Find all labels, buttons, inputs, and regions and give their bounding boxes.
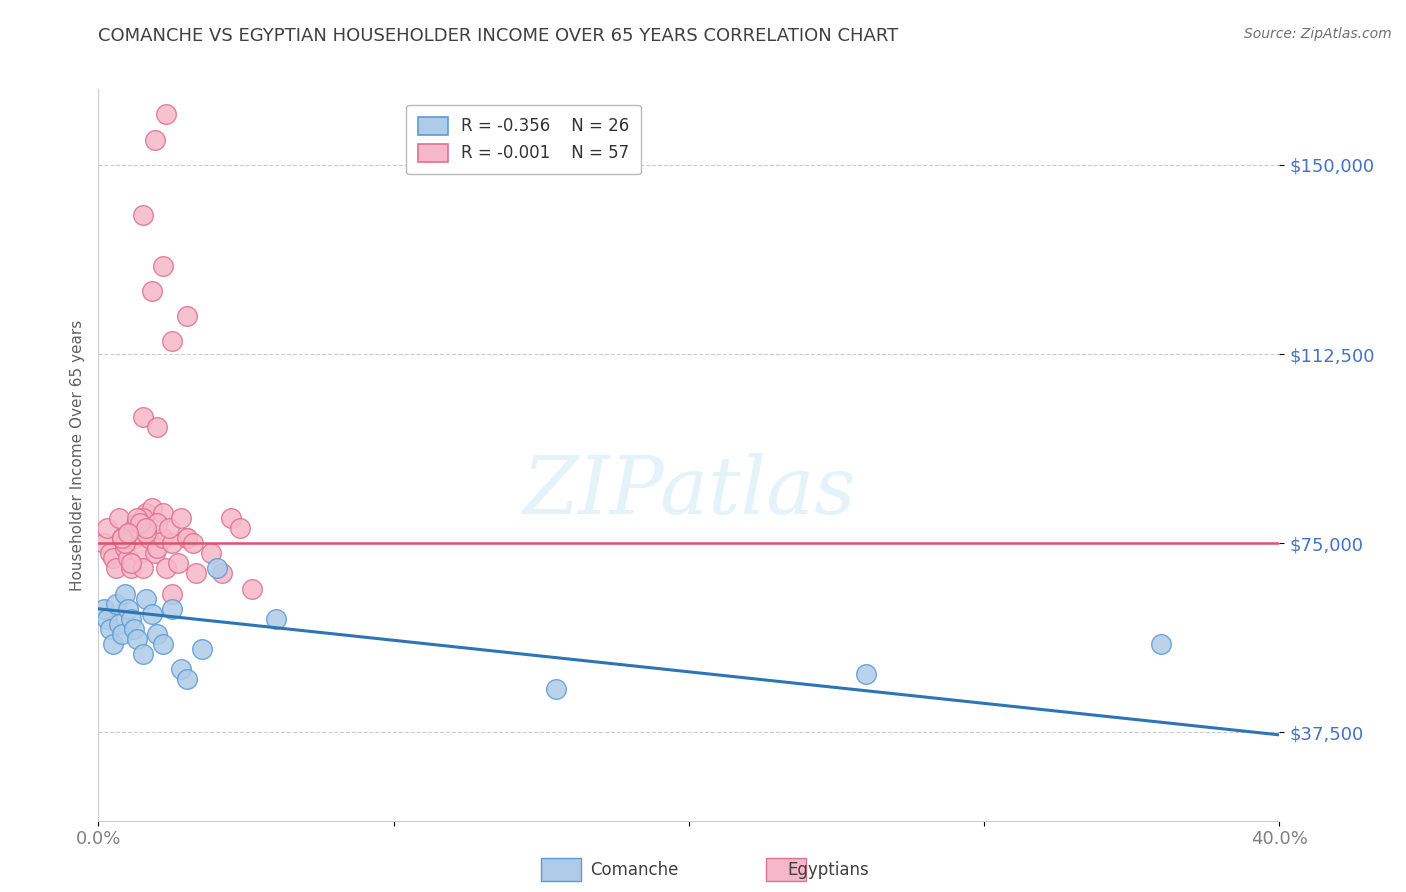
Point xyxy=(146,420,169,434)
Point xyxy=(135,506,157,520)
Point xyxy=(264,612,287,626)
Point xyxy=(114,587,136,601)
Point xyxy=(93,601,115,615)
Point xyxy=(128,516,150,530)
Point xyxy=(105,597,128,611)
Point xyxy=(229,521,252,535)
Point xyxy=(138,531,160,545)
Text: Source: ZipAtlas.com: Source: ZipAtlas.com xyxy=(1244,27,1392,41)
Point xyxy=(240,582,263,596)
Point xyxy=(200,546,222,560)
Point xyxy=(135,526,157,541)
Point xyxy=(128,546,150,560)
Point xyxy=(103,551,125,566)
Point xyxy=(135,521,157,535)
Point xyxy=(157,521,180,535)
Point xyxy=(114,536,136,550)
Point xyxy=(544,682,567,697)
Point xyxy=(167,557,190,571)
Point xyxy=(141,607,163,621)
Point xyxy=(155,561,177,575)
Point xyxy=(135,591,157,606)
Point xyxy=(170,511,193,525)
Text: ZIPatlas: ZIPatlas xyxy=(522,453,856,530)
Point xyxy=(176,531,198,545)
Point xyxy=(141,284,163,298)
Point xyxy=(108,616,131,631)
Point xyxy=(132,208,155,222)
Point xyxy=(111,627,134,641)
Point xyxy=(219,511,242,525)
Point xyxy=(162,601,183,615)
Point xyxy=(108,511,131,525)
Point xyxy=(117,526,139,541)
Point xyxy=(170,662,193,676)
Point xyxy=(146,516,169,530)
Point xyxy=(111,531,134,545)
Point xyxy=(98,546,121,560)
Point xyxy=(96,521,118,535)
Point xyxy=(146,627,169,641)
Point xyxy=(855,667,877,681)
Point xyxy=(162,587,183,601)
Point xyxy=(181,536,204,550)
Point xyxy=(122,531,145,545)
Text: Egyptians: Egyptians xyxy=(787,861,869,879)
Point xyxy=(191,642,214,657)
Point xyxy=(120,561,142,575)
Point xyxy=(176,309,198,323)
Point xyxy=(146,541,169,556)
Point xyxy=(120,557,142,571)
Point xyxy=(125,511,148,525)
Point xyxy=(1150,637,1173,651)
Point xyxy=(205,561,228,575)
Text: COMANCHE VS EGYPTIAN HOUSEHOLDER INCOME OVER 65 YEARS CORRELATION CHART: COMANCHE VS EGYPTIAN HOUSEHOLDER INCOME … xyxy=(98,27,898,45)
Legend: R = -0.356    N = 26, R = -0.001    N = 57: R = -0.356 N = 26, R = -0.001 N = 57 xyxy=(406,105,641,174)
Point xyxy=(93,536,115,550)
Point xyxy=(96,612,118,626)
Point xyxy=(143,546,166,560)
Point xyxy=(152,506,174,520)
Point xyxy=(162,334,183,349)
Point xyxy=(184,566,207,581)
Point xyxy=(117,601,139,615)
Point xyxy=(98,622,121,636)
Point xyxy=(141,500,163,515)
Point xyxy=(176,531,198,545)
Point xyxy=(122,622,145,636)
Point xyxy=(132,511,155,525)
Point xyxy=(117,551,139,566)
Point xyxy=(211,566,233,581)
Point xyxy=(141,526,163,541)
Point xyxy=(152,259,174,273)
Point xyxy=(155,107,177,121)
Y-axis label: Householder Income Over 65 years: Householder Income Over 65 years xyxy=(69,319,84,591)
Point xyxy=(152,531,174,545)
Point xyxy=(132,647,155,661)
Point xyxy=(125,516,148,530)
Point xyxy=(125,632,148,646)
Point xyxy=(132,561,155,575)
Point xyxy=(114,541,136,556)
Point xyxy=(143,133,166,147)
Point xyxy=(162,536,183,550)
Point xyxy=(122,521,145,535)
Text: Comanche: Comanche xyxy=(591,861,679,879)
Point xyxy=(105,561,128,575)
Point xyxy=(111,531,134,545)
Point xyxy=(176,673,198,687)
Point xyxy=(103,637,125,651)
Point xyxy=(152,637,174,651)
Point xyxy=(132,410,155,425)
Point xyxy=(120,612,142,626)
